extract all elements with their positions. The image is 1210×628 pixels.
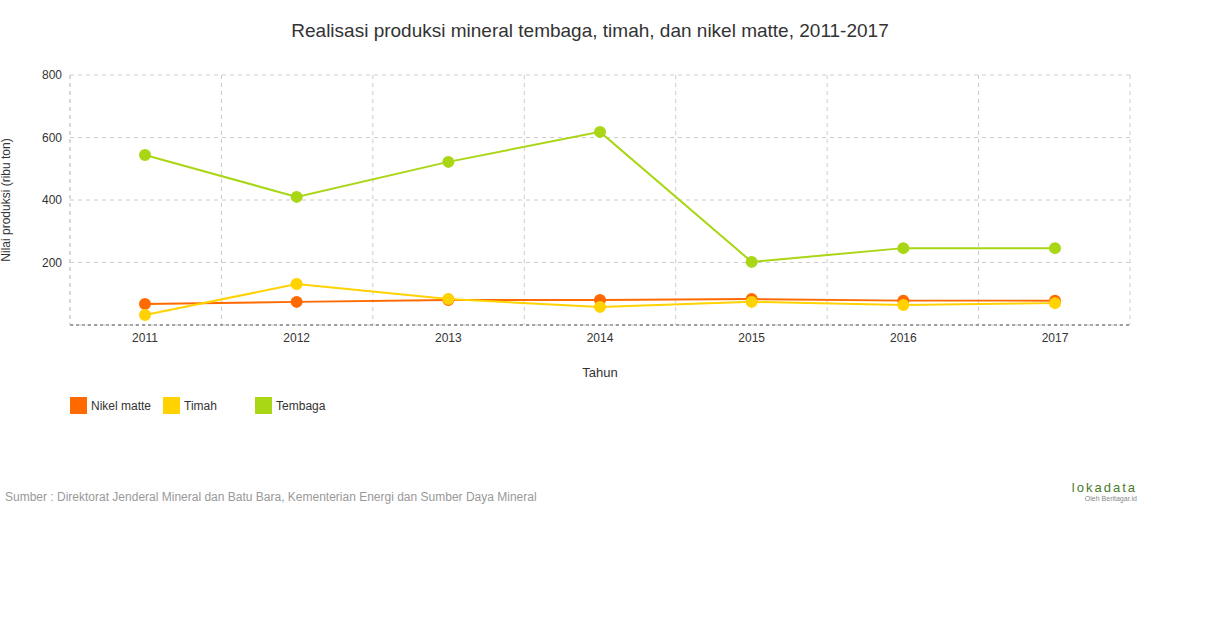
html-text:Sumber : Direktorat Jenderal M: Sumber : Direktorat Jenderal Mineral dan… bbox=[5, 490, 537, 504]
html-text:lokadata: lokadata bbox=[1071, 480, 1137, 495]
svg-text:2014: 2014 bbox=[587, 331, 614, 345]
svg-text:2011: 2011 bbox=[132, 331, 158, 345]
svg-text:800: 800 bbox=[42, 68, 62, 82]
svg-text:2013: 2013 bbox=[435, 331, 462, 345]
svg-text:2015: 2015 bbox=[738, 331, 765, 345]
svg-text:200: 200 bbox=[42, 256, 62, 270]
svg-text:2012: 2012 bbox=[283, 331, 310, 345]
svg-text:2016: 2016 bbox=[890, 331, 917, 345]
svg-text:2017: 2017 bbox=[1042, 331, 1069, 345]
html-text:Tembaga: Tembaga bbox=[276, 398, 326, 413]
svg-text:Nilai produksi (ribu ton): Nilai produksi (ribu ton) bbox=[8, 138, 13, 261]
svg-text:Tahun: Tahun bbox=[582, 365, 617, 380]
svg-text:400: 400 bbox=[42, 193, 62, 207]
svg-text:600: 600 bbox=[42, 131, 62, 145]
html-text:Timah: Timah bbox=[184, 398, 217, 413]
html-text:Realisasi produksi mineral tem: Realisasi produksi mineral tembaga, tima… bbox=[291, 20, 889, 41]
html-text:Nikel matte: Nikel matte bbox=[91, 398, 151, 413]
html-text:Oleh Beritagar.id: Oleh Beritagar.id bbox=[1084, 495, 1137, 502]
